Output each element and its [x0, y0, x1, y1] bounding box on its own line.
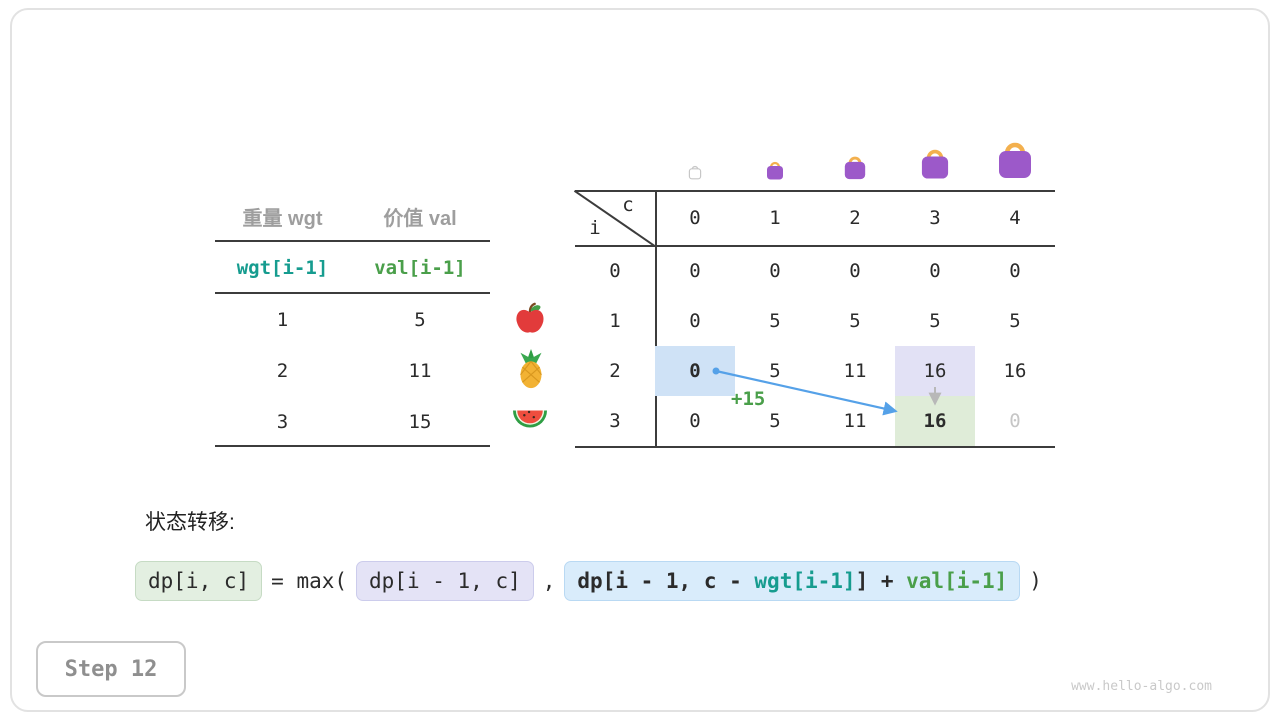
dp-row-header: 2: [609, 360, 621, 382]
dp-cell-3-2: 11: [843, 410, 867, 432]
transition-formula: dp[i, c] = max( dp[i - 1, c] , dp[i - 1,…: [135, 561, 1051, 601]
dp-cell-0-4: 0: [1009, 259, 1021, 282]
step-badge: Step 12: [36, 641, 186, 697]
bag-capacity-0-icon: [687, 163, 703, 181]
dp-cell-3-4-pending: 0: [1009, 410, 1021, 432]
dp-cell-1-2: 5: [849, 310, 861, 332]
bag-capacity-1-icon: [765, 159, 785, 181]
dp-cell-1-1: 5: [769, 310, 781, 332]
dp-col-header: 3: [929, 206, 941, 229]
dp-cell-1-3: 5: [929, 310, 941, 332]
value-added-annotation: +15: [731, 388, 766, 410]
bag-capacity-4-icon: [994, 137, 1036, 181]
dp-cell-2-0-source: 0: [655, 346, 735, 396]
dp-col-header: 2: [849, 206, 861, 229]
dp-cell-0-2: 0: [849, 259, 861, 282]
items-formula-wgt: wgt[i-1]: [236, 257, 329, 279]
items-header-weight: 重量 wgt: [242, 207, 323, 230]
formula-comma: ,: [542, 569, 556, 593]
items-table-line-top: [215, 240, 490, 242]
dp-cell-0-0: 0: [689, 259, 701, 282]
items-row-wgt: 2: [276, 360, 289, 382]
formula-option-take: dp[i - 1, c - wgt[i-1]] + val[i-1]: [564, 561, 1021, 601]
take-mid: ] +: [855, 569, 907, 593]
dp-col-header: 0: [689, 206, 701, 229]
pineapple-icon: [513, 348, 549, 390]
items-row-val: 11: [408, 360, 432, 382]
dp-row-header: 1: [609, 310, 621, 332]
dp-table-line-vertical: [655, 190, 657, 447]
dp-cell-0-3: 0: [929, 259, 941, 282]
formula-eq-max: = max(: [271, 569, 348, 593]
formula-option-skip: dp[i - 1, c]: [356, 561, 534, 601]
dp-cell-2-2: 11: [843, 360, 867, 382]
dp-table-line-bottom: [575, 446, 1055, 448]
dp-row-header: 3: [609, 410, 621, 432]
items-row-val: 5: [414, 309, 426, 331]
items-row-wgt: 1: [276, 309, 289, 331]
formula-lhs: dp[i, c]: [135, 561, 263, 601]
dp-cell-3-3-current: 16: [895, 396, 975, 446]
items-header-value: 价值 val: [383, 207, 457, 230]
items-row-val: 15: [408, 411, 432, 433]
apple-icon: [513, 301, 547, 335]
dp-cell-3-0: 0: [689, 410, 701, 432]
dp-corner-row-var: i: [589, 217, 601, 239]
dp-cell-2-3-source: 16: [895, 346, 975, 396]
dp-col-header: 4: [1009, 206, 1021, 229]
dp-col-header: 1: [769, 206, 781, 229]
items-table-line-mid: [215, 292, 490, 294]
items-formula-val: val[i-1]: [374, 257, 466, 279]
take-wgt-term: wgt[i-1]: [754, 569, 856, 593]
formula-close-paren: ): [1029, 569, 1042, 593]
dp-cell-3-1: 5: [769, 410, 781, 432]
bag-capacity-3-icon: [918, 145, 952, 181]
dp-cell-1-0: 0: [689, 310, 701, 332]
items-table-line-bottom: [215, 445, 490, 447]
dp-cell-1-4: 5: [1009, 310, 1021, 332]
dp-cell-2-4: 16: [1003, 360, 1027, 382]
watermelon-icon: [510, 403, 550, 437]
dp-table-line-header: [575, 245, 1055, 247]
take-prefix: dp[i - 1, c -: [577, 569, 755, 593]
transition-title: 状态转移:: [145, 511, 235, 534]
items-row-wgt: 3: [276, 411, 289, 433]
dp-row-header: 0: [609, 259, 621, 282]
dp-corner-col-var: c: [622, 194, 634, 216]
dp-cell-0-1: 0: [769, 259, 781, 282]
figure-border: [10, 8, 1270, 712]
dp-table-line-top: [575, 190, 1055, 192]
bag-capacity-2-icon: [842, 153, 868, 181]
watermark: www.hello-algo.com: [1071, 679, 1212, 694]
take-val-term: val[i-1]: [906, 569, 1008, 593]
